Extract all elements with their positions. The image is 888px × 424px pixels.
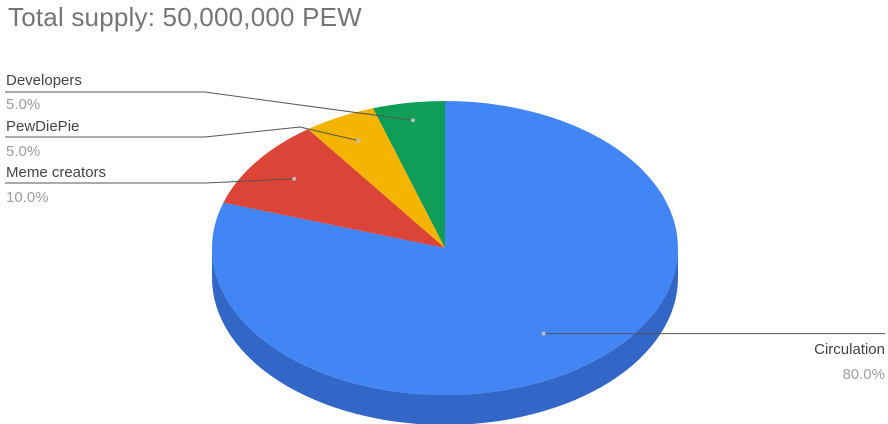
pie-slice-circulation[interactable] (211, 101, 678, 395)
slice-label-pewdiepie: PewDiePie (6, 118, 79, 135)
leader-line-meme-creators (5, 178, 295, 184)
slice-label-meme-creators: Meme creators (6, 164, 106, 181)
leader-line-developers (5, 91, 413, 121)
pie-side-layer (212, 248, 678, 424)
pie-slice-meme-creators[interactable] (223, 129, 445, 248)
leader-dot-circulation (541, 331, 546, 336)
chart-title: Total supply: 50,000,000 PEW (8, 2, 362, 32)
slice-label-circulation: Circulation (814, 341, 885, 358)
slice-labels: Circulation 80.0% Meme creators 10.0% PewDie… (6, 72, 885, 383)
slice-percent-pewdiepie: 5.0% (6, 143, 40, 160)
pie-top-layer (211, 101, 678, 395)
slice-percent-meme-creators: 10.0% (6, 189, 49, 206)
leader-line-pewdiepie (5, 126, 359, 142)
pie-side-circulation (212, 248, 678, 424)
slice-percent-circulation: 80.0% (842, 366, 885, 383)
leader-lines (5, 91, 885, 336)
leader-dot-developers (410, 118, 415, 123)
slice-label-developers: Developers (6, 72, 82, 89)
slice-percent-developers: 5.0% (6, 96, 40, 113)
pie-slice-developers[interactable] (373, 101, 445, 248)
leader-dot-meme-creators (292, 176, 297, 181)
pie-slice-pewdiepie[interactable] (308, 108, 445, 248)
leader-dot-pewdiepie (356, 138, 361, 143)
